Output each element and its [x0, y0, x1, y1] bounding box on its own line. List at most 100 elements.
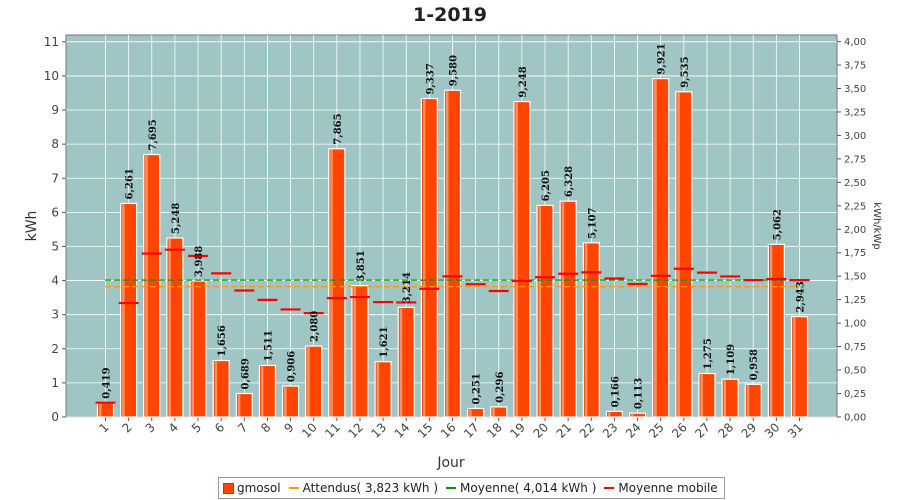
y-tick-label: 1 — [51, 376, 59, 390]
bar-highlight — [214, 361, 218, 417]
bar-highlight — [422, 99, 426, 417]
data-label: 5,062 — [772, 209, 783, 240]
chart-title: 1-2019 — [413, 4, 487, 26]
x-tick-label: 10 — [299, 420, 320, 441]
reference-lines — [105, 279, 800, 288]
bar-highlight — [631, 414, 634, 417]
bar-highlight — [399, 308, 403, 417]
x-tick-label: 17 — [461, 420, 482, 441]
data-label: 3,851 — [356, 250, 367, 281]
data-label: 1,656 — [217, 325, 228, 356]
x-tick-label: 19 — [507, 420, 528, 441]
y2-tick-label: 1,00 — [844, 319, 866, 330]
y-tick-label: 0 — [51, 410, 59, 424]
y2-tick-label: 0,75 — [844, 342, 866, 353]
bar-highlight — [769, 245, 773, 417]
bar-highlight — [515, 102, 518, 417]
x-tick-label: 20 — [530, 420, 551, 441]
bar-highlight — [700, 374, 703, 417]
bar-highlight — [122, 204, 125, 417]
data-label: 0,166 — [610, 376, 621, 407]
x-tick-label: 9 — [281, 420, 296, 435]
x-tick-label: 16 — [438, 420, 459, 441]
x-tick-label: 30 — [762, 420, 783, 441]
y2-tick-label: 2,75 — [844, 154, 866, 165]
y-tick-label: 9 — [51, 103, 59, 117]
y2-tick-label: 0,00 — [844, 413, 866, 424]
bar — [605, 410, 624, 418]
y2-tick-label: 0,50 — [844, 366, 866, 377]
legend-swatch-gmosol — [223, 482, 234, 494]
bar-highlight — [561, 202, 565, 417]
data-label: 0,689 — [240, 358, 251, 389]
data-label: 1,109 — [726, 344, 737, 375]
x-tick-label: 14 — [392, 420, 413, 441]
data-label: 0,113 — [634, 378, 645, 409]
bar-highlight — [723, 380, 727, 417]
bar-highlight — [492, 407, 495, 417]
bar-series — [96, 78, 809, 418]
y2-tick-label: 1,25 — [844, 295, 866, 306]
data-label: 0,251 — [472, 373, 483, 404]
bar-highlight — [260, 366, 264, 417]
data-label: 2,080 — [310, 311, 321, 342]
bar-highlight — [168, 239, 171, 417]
y-tick-label: 10 — [44, 69, 59, 83]
x-tick-label: 23 — [600, 420, 621, 441]
x-tick-label: 25 — [646, 420, 667, 441]
y-tick-label: 2 — [51, 342, 59, 356]
legend-item-moyenne-mobile: Moyenne mobile — [604, 481, 718, 495]
x-tick-label: 21 — [554, 420, 575, 441]
bar — [467, 407, 485, 418]
legend: gmosol Attendus( 3,823 kWh ) Moyenne( 4,… — [218, 477, 725, 499]
legend-item-moyenne: Moyenne( 4,014 kWh ) — [446, 481, 596, 495]
data-label: 6,328 — [564, 166, 575, 197]
bar-highlight — [237, 394, 241, 417]
bar-highlight — [677, 92, 680, 417]
data-label: 7,865 — [333, 113, 344, 144]
bar-highlight — [353, 286, 356, 417]
data-label: 3,988 — [194, 246, 205, 277]
legend-swatch-moyenne-mobile — [604, 487, 615, 489]
y2-tick-label: 1,75 — [844, 248, 866, 259]
legend-label-moyenne-mobile: Moyenne mobile — [618, 481, 718, 495]
y2-tick-label: 3,75 — [844, 61, 866, 72]
data-label: 0,296 — [495, 372, 506, 403]
y-tick-label: 4 — [51, 274, 59, 288]
x-axis-label: Jour — [436, 455, 465, 471]
bar-highlight — [330, 149, 333, 417]
bar-highlight — [446, 91, 449, 417]
y2-tick-label: 4,00 — [844, 37, 866, 48]
legend-swatch-attendus — [288, 487, 299, 489]
data-label: 9,248 — [518, 66, 529, 97]
x-tick-label: 13 — [369, 420, 390, 441]
bar-highlight — [376, 362, 380, 417]
x-tick-label: 11 — [322, 420, 343, 441]
data-label: 3,214 — [402, 272, 413, 303]
x-tick-label: 28 — [716, 420, 737, 441]
legend-label-gmosol: gmosol — [237, 481, 281, 495]
data-label: 5,107 — [587, 207, 598, 238]
data-label: 9,337 — [425, 63, 436, 94]
y2-tick-label: 3,00 — [844, 131, 866, 142]
data-label: 0,906 — [287, 351, 298, 382]
x-tick-label: 27 — [692, 420, 713, 441]
data-label: 6,261 — [125, 168, 136, 199]
legend-item-gmosol: gmosol — [223, 481, 281, 495]
bar-highlight — [284, 387, 287, 417]
x-tick-label: 18 — [484, 420, 505, 441]
bar-highlight — [746, 385, 750, 417]
data-label: 0,958 — [749, 349, 760, 380]
x-tick-label: 24 — [623, 420, 644, 441]
data-label: 0,419 — [102, 367, 113, 398]
x-tick-label: 6 — [212, 420, 227, 435]
y-axis-left: 0 1 2 3 4 5 6 7 8 9 10 11 — [44, 35, 66, 424]
y2-tick-label: 1,50 — [844, 272, 866, 283]
data-label: 9,921 — [657, 43, 668, 74]
x-tick-label: 4 — [166, 420, 181, 435]
y-tick-label: 3 — [51, 308, 59, 322]
x-tick-label: 31 — [785, 420, 806, 441]
y-tick-label: 8 — [51, 137, 59, 151]
data-label: 9,580 — [449, 55, 460, 86]
